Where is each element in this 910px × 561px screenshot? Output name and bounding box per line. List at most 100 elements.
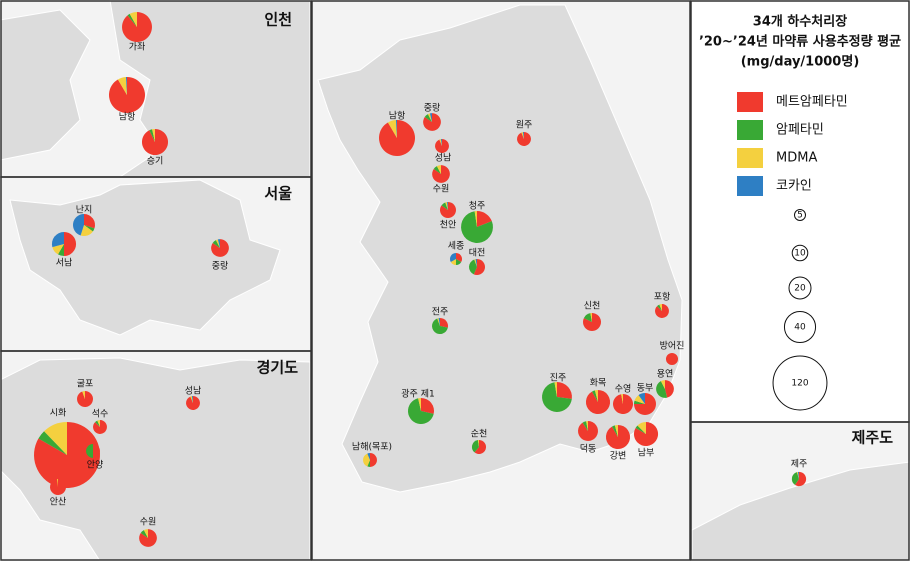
pie-slice	[542, 382, 572, 412]
pie-slice	[215, 239, 220, 248]
pie-slice	[450, 259, 456, 266]
pie-slice	[52, 244, 64, 255]
site-label: 제주	[791, 459, 808, 470]
pie-slice	[76, 390, 94, 408]
pie-slice	[474, 439, 487, 455]
pie-slice	[449, 252, 456, 263]
pie-slice	[51, 231, 64, 248]
pie-slice	[109, 77, 145, 113]
pie-slice	[95, 420, 100, 427]
pie-slice	[125, 77, 127, 95]
pie-slice	[440, 317, 449, 328]
pie-slice	[474, 211, 477, 227]
site-label: 승기	[147, 156, 164, 167]
pie-slice	[186, 396, 200, 410]
size-legend-circle	[791, 244, 809, 262]
site-label: 남부	[638, 448, 655, 459]
size-legend-label: 20	[794, 284, 806, 294]
pie-slice	[149, 129, 155, 142]
pie-slice	[521, 132, 524, 139]
size-legend-circle	[788, 276, 812, 300]
pie-slice	[217, 239, 220, 248]
pie-slice	[438, 317, 440, 326]
size-legend-circle	[783, 310, 817, 344]
legend-swatch	[737, 92, 763, 112]
legend-swatch	[737, 120, 763, 140]
pie-slice	[585, 389, 611, 415]
pie-slice	[72, 213, 84, 236]
site-label: 남해(목포)	[352, 442, 392, 453]
site-label: 덕동	[580, 444, 597, 455]
pie-slice	[473, 258, 486, 276]
pie-slice	[407, 398, 434, 425]
region-title: 서울	[264, 185, 292, 203]
site-label: 방어진	[660, 341, 685, 352]
pie-slice	[370, 453, 377, 467]
pie-slice	[387, 120, 397, 138]
pie-slice	[424, 114, 432, 122]
pie-slice	[634, 395, 645, 404]
pie-slice	[468, 259, 477, 275]
legend-swatch	[737, 148, 763, 168]
legend-title: (mg/day/1000명)	[741, 54, 860, 70]
pie-slice	[791, 472, 799, 485]
pie-slice	[659, 304, 662, 311]
pie-slice	[445, 202, 448, 210]
pie-slice	[431, 318, 448, 335]
site-label: 시화	[50, 408, 67, 419]
site-label: 중랑	[212, 260, 229, 272]
pie-slice	[797, 471, 799, 479]
pie-slice	[474, 259, 477, 267]
legend-label: 메트암페타민	[776, 95, 848, 110]
site-label: 안양	[87, 460, 104, 471]
pie-slice	[190, 396, 193, 403]
pie-slice	[84, 213, 96, 229]
size-legend-label: 120	[791, 379, 808, 389]
site-label: 안산	[50, 497, 67, 508]
region-title: 제주도	[852, 429, 894, 447]
pie-slice	[440, 139, 442, 146]
pie-slice	[49, 478, 67, 496]
pie-slice	[84, 225, 95, 232]
pie-slice	[93, 444, 100, 458]
pie-slice	[517, 132, 531, 146]
panel-frame	[690, 421, 910, 561]
pie-slice	[429, 113, 432, 122]
pie-slice	[594, 389, 598, 402]
pie-slice	[633, 421, 659, 447]
pie-slice	[363, 453, 370, 467]
site-label: 신천	[584, 301, 601, 312]
pie-slice	[591, 390, 598, 402]
pie-slice	[477, 211, 492, 227]
pie-slice	[80, 225, 93, 237]
pie-slice	[44, 421, 67, 455]
pie-slice	[471, 440, 479, 453]
pie-slice	[191, 396, 193, 403]
site-label: 세종	[448, 241, 465, 252]
pie-slice	[437, 318, 440, 326]
pie-slice	[140, 530, 148, 538]
land	[691, 461, 910, 561]
pie-slice	[38, 431, 67, 455]
pie-slice	[143, 529, 148, 538]
site-label: 굴포	[77, 379, 94, 390]
pie-slice	[57, 478, 58, 487]
site-label: 수원	[140, 517, 157, 528]
pie-slice	[475, 258, 477, 267]
site-label: 중랑	[424, 102, 441, 114]
legend-title: 34개 하수처리장	[753, 14, 847, 30]
pie-slice	[583, 313, 592, 322]
site-label: 남항	[389, 111, 406, 122]
site-label: 서남	[56, 258, 73, 269]
pie-slice	[638, 392, 645, 404]
pie-slice	[660, 380, 665, 389]
pie-slice	[794, 471, 807, 487]
pie-slice	[421, 397, 435, 414]
site-label: 원주	[516, 120, 533, 131]
pie-slice	[456, 252, 463, 263]
site-label: 동부	[637, 383, 654, 394]
pie-slice	[633, 400, 645, 404]
pie-slice	[367, 453, 370, 460]
pie-slice	[657, 304, 662, 311]
site-label: 난지	[76, 205, 93, 216]
